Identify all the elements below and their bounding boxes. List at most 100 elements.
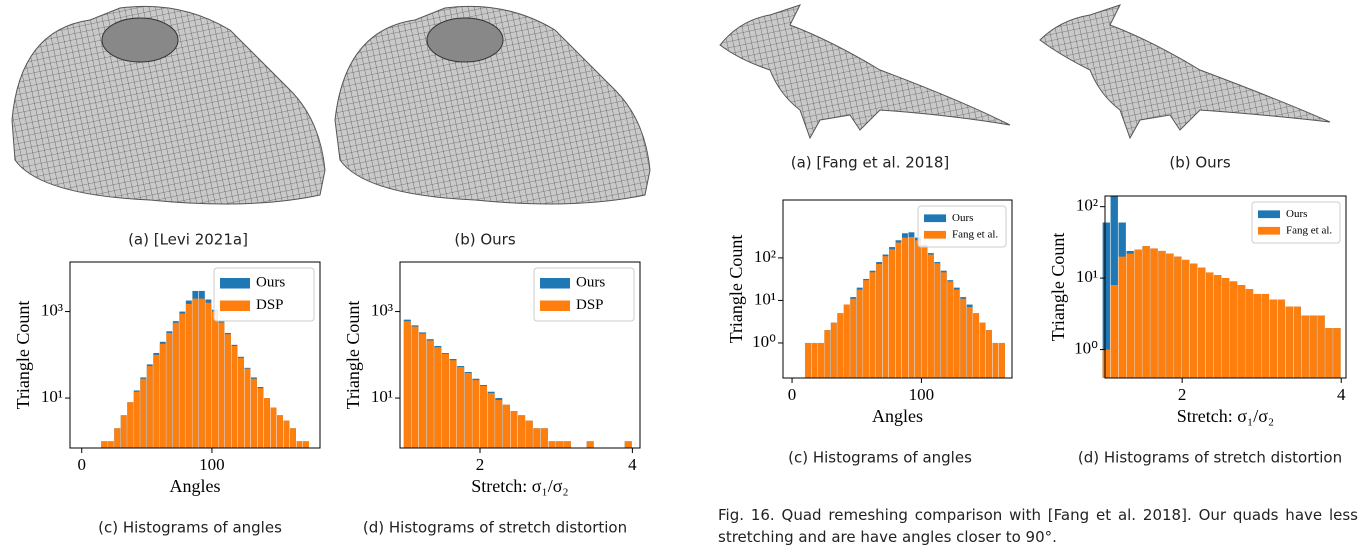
bar — [134, 392, 140, 448]
bar — [857, 290, 863, 378]
subfig-caption: (d) Histograms of stretch distortion — [1078, 449, 1342, 467]
x-tick-label: 2 — [1178, 385, 1187, 404]
bar — [870, 272, 876, 378]
bar — [1150, 248, 1157, 378]
bar — [556, 441, 563, 448]
bar — [173, 323, 179, 448]
bar — [941, 272, 947, 378]
bar — [850, 299, 856, 378]
bar — [960, 299, 966, 378]
y-tick-label: 10² — [1076, 196, 1098, 215]
bar — [290, 428, 296, 448]
bar — [811, 343, 817, 378]
y-tick-label: 10⁰ — [752, 332, 776, 351]
bar — [896, 243, 902, 378]
bar — [1166, 254, 1173, 378]
bar — [101, 441, 107, 448]
bar — [1246, 289, 1253, 378]
bar — [442, 354, 449, 448]
bar — [472, 380, 479, 448]
bar — [404, 321, 411, 448]
bar — [108, 441, 114, 448]
bar — [121, 415, 127, 448]
x-tick-label: 4 — [628, 455, 637, 474]
legend-swatch — [924, 231, 946, 239]
bar — [1111, 285, 1118, 378]
legend-swatch — [1258, 210, 1280, 218]
bar — [1317, 315, 1324, 378]
y-tick-label: 10³ — [371, 300, 393, 319]
bar — [1238, 285, 1245, 378]
bar — [837, 313, 843, 378]
bar — [225, 334, 231, 448]
subfig-caption: (b) Ours — [1169, 154, 1230, 172]
bar — [967, 307, 973, 378]
subfig-caption: (a) [Fang et al. 2018] — [791, 154, 950, 172]
legend-swatch — [220, 301, 250, 312]
bar — [264, 398, 270, 448]
bar — [1158, 251, 1165, 378]
bar — [160, 344, 166, 448]
bar — [518, 415, 525, 448]
legend-label: Ours — [256, 275, 285, 291]
x-tick-label: 4 — [1337, 385, 1346, 404]
bar — [625, 441, 632, 448]
bar — [1182, 260, 1189, 378]
bar — [244, 369, 250, 448]
y-tick-label: 10¹ — [371, 387, 393, 406]
page: {"chart_data": [ {"type": "histogram", "… — [0, 0, 1371, 545]
legend-swatch — [220, 278, 250, 289]
histogram: 010010⁰10¹10²AnglesTriangle CountOursFan… — [726, 200, 1012, 426]
legend-label: DSP — [256, 297, 284, 313]
bar — [277, 415, 283, 448]
bar — [902, 238, 908, 378]
bar — [1214, 275, 1221, 378]
bar — [457, 367, 464, 448]
bar — [954, 290, 960, 378]
bar — [186, 304, 192, 448]
bar — [114, 428, 120, 448]
legend-swatch — [540, 278, 570, 289]
bar — [934, 263, 940, 378]
bar — [986, 330, 992, 378]
bar — [831, 323, 837, 378]
bar — [427, 340, 434, 448]
bar — [1301, 315, 1308, 378]
bar — [564, 441, 571, 448]
legend-swatch — [924, 214, 946, 222]
bar — [147, 366, 153, 448]
x-axis-label: Angles — [872, 406, 923, 426]
bar — [1206, 272, 1213, 378]
mesh-dino-ours — [1040, 5, 1330, 138]
bar — [1254, 294, 1261, 378]
figure-caption: Fig. 16. Quad remeshing comparison with … — [718, 504, 1358, 548]
bar — [921, 247, 927, 378]
bar — [251, 379, 257, 448]
bar — [1119, 257, 1126, 378]
bar — [818, 343, 824, 378]
legend-label: Fang et al. — [952, 228, 998, 240]
legend-label: DSP — [576, 297, 604, 313]
y-tick-label: 10² — [754, 247, 776, 266]
subfig-caption: (d) Histograms of stretch distortion — [363, 519, 627, 537]
bar — [999, 343, 1005, 378]
bar — [993, 343, 999, 378]
y-axis-label: Triangle Count — [726, 235, 746, 344]
bar — [192, 299, 198, 448]
bar — [1222, 278, 1229, 378]
bar — [480, 386, 487, 448]
y-axis-label: Triangle Count — [1048, 233, 1068, 342]
bar — [533, 428, 540, 448]
bar — [212, 312, 218, 448]
bar — [258, 388, 264, 448]
bar — [205, 303, 211, 448]
bar — [973, 313, 979, 378]
bar — [284, 421, 290, 448]
bar — [465, 373, 472, 448]
x-axis-label: Stretch: σ₁/σ₂ — [471, 476, 568, 496]
bar — [915, 240, 921, 378]
bar — [1142, 246, 1149, 378]
bar — [876, 264, 882, 378]
